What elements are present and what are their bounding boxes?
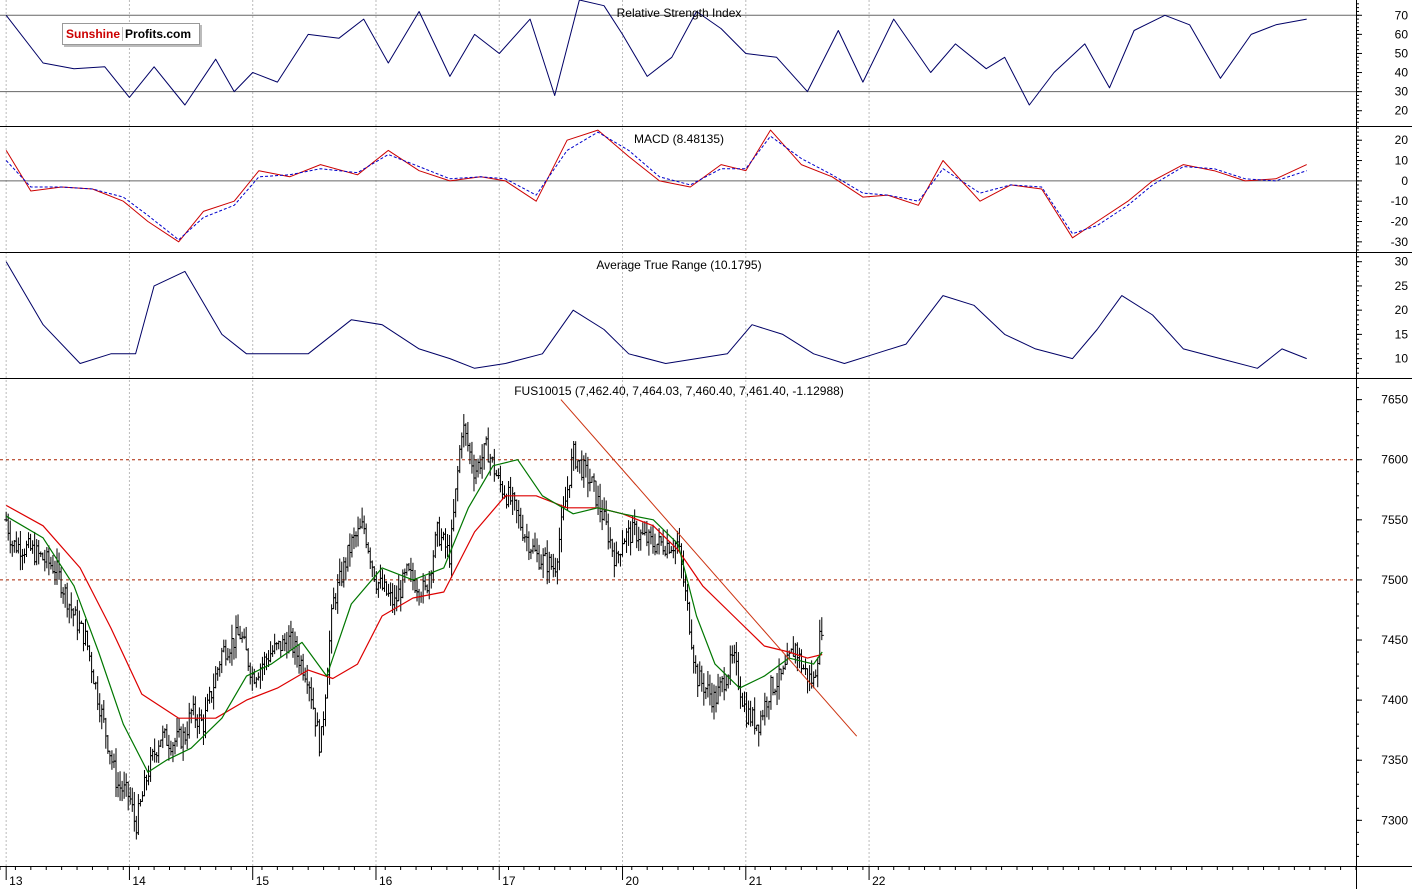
x-tick-label-7: 22 [872,874,886,888]
y-tick-label-2-0: 30 [1395,255,1409,269]
y-tick-label-2-1: 25 [1395,279,1409,293]
grid [0,0,1356,866]
x-tick-label-5: 20 [626,874,640,888]
labels: Relative Strength Index MACD (8.48135) A… [9,6,1408,888]
logo-word-profits: Profits.com [125,27,192,41]
atr-line [5,261,1307,369]
y-tick-label-0-3: 40 [1395,66,1409,80]
y-tick-label-0-5: 20 [1395,104,1409,118]
macd-signal-line [5,131,1307,241]
y-tick-label-1-2: 0 [1401,174,1408,188]
x-tick-label-0: 13 [9,874,23,888]
y-tick-label-3-7: 7300 [1381,813,1408,827]
rsi-title: Relative Strength Index [617,6,742,20]
y-tick-label-1-1: 10 [1395,154,1409,168]
y-tick-label-3-3: 7500 [1381,573,1408,587]
sunshine-profits-logo: Sunshine Profits.com [62,23,201,45]
macd-line [5,129,1307,243]
x-tick-label-3: 16 [379,874,393,888]
downtrend-line [560,399,858,737]
y-tick-label-3-1: 7600 [1381,453,1408,467]
y-tick-label-2-4: 10 [1395,352,1409,366]
x-tick-label-4: 17 [502,874,516,888]
y-tick-label-1-3: -10 [1391,194,1409,208]
atr-title: Average True Range (10.1795) [596,258,761,272]
y-tick-label-0-0: 70 [1395,8,1409,22]
logo-word-sunshine: Sunshine [63,27,124,41]
x-tick-label-1: 14 [132,874,146,888]
x-tick-label-2: 15 [256,874,270,888]
y-tick-label-0-1: 60 [1395,27,1409,41]
moving-average-long-line [5,495,823,719]
y-tick-label-0-4: 30 [1395,85,1409,99]
moving-average-short-line [5,459,823,773]
y-tick-label-3-0: 7650 [1381,393,1408,407]
y-tick-label-2-3: 15 [1395,327,1409,341]
macd-title: MACD (8.48135) [634,132,724,146]
x-tick-label-6: 21 [749,874,763,888]
rsi-line [5,0,1307,106]
y-tick-label-3-2: 7550 [1381,513,1408,527]
price-title: FUS10015 (7,462.40, 7,464.03, 7,460.40, … [514,384,844,398]
series [4,0,1307,840]
y-tick-label-3-5: 7400 [1381,693,1408,707]
y-tick-label-1-0: 20 [1395,133,1409,147]
y-tick-label-2-2: 20 [1395,303,1409,317]
y-tick-label-1-4: -20 [1391,215,1409,229]
y-tick-label-0-2: 50 [1395,46,1409,60]
y-tick-label-1-5: -30 [1391,235,1409,249]
y-tick-label-3-4: 7450 [1381,633,1408,647]
y-tick-label-3-6: 7350 [1381,753,1408,767]
